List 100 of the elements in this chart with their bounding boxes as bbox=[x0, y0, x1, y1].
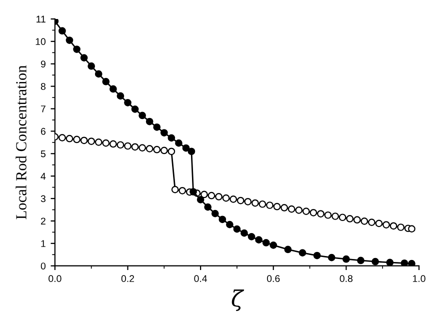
point bbox=[255, 236, 262, 244]
point bbox=[175, 139, 182, 147]
point bbox=[110, 85, 117, 93]
point bbox=[160, 146, 168, 154]
point bbox=[240, 229, 248, 237]
point bbox=[251, 199, 259, 207]
point bbox=[284, 246, 292, 254]
y-tick-label: 5 bbox=[40, 150, 46, 158]
point bbox=[368, 218, 376, 226]
point bbox=[382, 221, 390, 228]
point bbox=[116, 92, 124, 100]
point bbox=[80, 54, 88, 62]
y-axis-title: Local Rod Concentration bbox=[16, 65, 26, 220]
point bbox=[386, 258, 394, 266]
point bbox=[94, 70, 102, 78]
point bbox=[310, 208, 318, 216]
point bbox=[188, 148, 196, 156]
point bbox=[375, 220, 383, 228]
x-axis-title: ζ bbox=[232, 289, 244, 312]
point bbox=[204, 203, 212, 211]
x-tick-label: 0.0 bbox=[48, 275, 62, 282]
point bbox=[146, 145, 154, 152]
point bbox=[328, 254, 336, 262]
y-tick-label: 10 bbox=[36, 38, 46, 46]
point bbox=[295, 206, 303, 214]
point bbox=[400, 259, 408, 266]
y-tick-label: 2 bbox=[40, 218, 46, 224]
point bbox=[66, 134, 74, 142]
point bbox=[215, 193, 222, 200]
point bbox=[190, 188, 197, 196]
point bbox=[211, 210, 219, 218]
y-tick-label: 4 bbox=[40, 172, 46, 180]
point bbox=[116, 141, 124, 149]
point bbox=[200, 190, 208, 198]
point bbox=[233, 225, 241, 233]
point bbox=[266, 202, 274, 209]
point bbox=[131, 106, 139, 113]
point bbox=[353, 216, 361, 224]
point bbox=[138, 144, 146, 152]
point bbox=[153, 146, 161, 154]
point bbox=[168, 134, 176, 142]
point bbox=[168, 148, 176, 156]
point bbox=[218, 216, 226, 224]
point bbox=[244, 198, 252, 206]
point bbox=[360, 218, 368, 225]
y-tick-label: 11 bbox=[36, 16, 46, 22]
y-tick-label: 1 bbox=[41, 240, 46, 247]
point bbox=[58, 27, 66, 35]
point bbox=[171, 186, 179, 194]
point bbox=[73, 46, 80, 53]
point bbox=[66, 36, 74, 44]
point bbox=[280, 204, 288, 212]
point bbox=[94, 138, 102, 146]
y-tick-label: 8 bbox=[40, 83, 46, 90]
point bbox=[230, 196, 238, 203]
point bbox=[273, 202, 281, 210]
point bbox=[182, 144, 190, 152]
y-tick-label: 7 bbox=[41, 106, 46, 112]
point bbox=[138, 112, 146, 120]
x-tick-label: 0.4 bbox=[194, 275, 208, 282]
point bbox=[88, 138, 96, 145]
point bbox=[178, 186, 186, 194]
point bbox=[408, 225, 416, 232]
point bbox=[73, 136, 80, 144]
point bbox=[324, 211, 332, 219]
point bbox=[160, 129, 168, 136]
point bbox=[110, 140, 117, 148]
point bbox=[262, 239, 270, 246]
point bbox=[222, 194, 230, 202]
point bbox=[390, 222, 398, 230]
y-tick-label: 3 bbox=[40, 195, 46, 202]
point bbox=[102, 139, 110, 147]
point bbox=[208, 192, 216, 200]
point bbox=[124, 142, 132, 150]
point bbox=[226, 220, 234, 228]
point bbox=[298, 249, 306, 257]
point bbox=[372, 258, 379, 266]
x-tick-label: 0.8 bbox=[340, 275, 353, 282]
point bbox=[124, 99, 132, 106]
point bbox=[342, 255, 350, 263]
point bbox=[146, 118, 154, 126]
point bbox=[102, 78, 110, 86]
x-tick-label: 1.0 bbox=[412, 275, 426, 282]
point bbox=[338, 214, 346, 222]
point bbox=[397, 224, 404, 231]
point bbox=[153, 123, 161, 131]
point bbox=[302, 208, 310, 215]
point bbox=[131, 143, 139, 151]
point bbox=[248, 232, 256, 240]
x-tick-label: 0.2 bbox=[121, 275, 134, 282]
point bbox=[332, 212, 339, 220]
y-tick-label: 0 bbox=[40, 262, 46, 270]
point bbox=[58, 134, 66, 142]
point bbox=[258, 200, 266, 208]
y-tick-label: 9 bbox=[40, 60, 46, 68]
point bbox=[408, 260, 416, 266]
point bbox=[196, 196, 204, 204]
point bbox=[270, 242, 278, 249]
y-tick-label: 6 bbox=[40, 128, 46, 135]
point bbox=[80, 136, 88, 144]
